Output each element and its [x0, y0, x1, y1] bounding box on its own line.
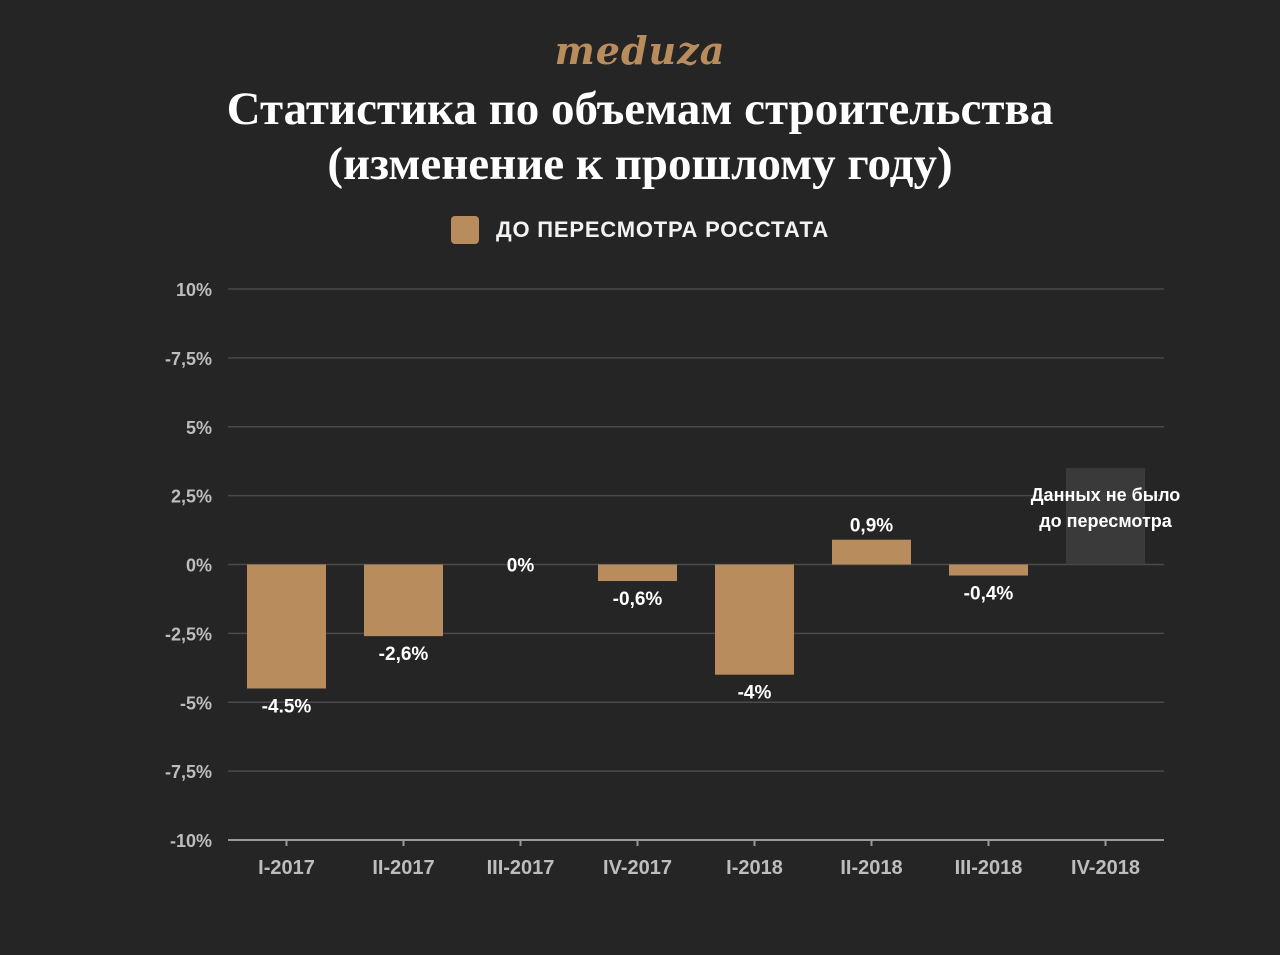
x-tick-label: III-2017 [487, 857, 555, 879]
bar [832, 539, 911, 565]
legend-label: ДО ПЕРЕСМОТРА РОССТАТА [495, 217, 830, 242]
data-label: 0% [507, 556, 535, 577]
no-data-placeholder [1066, 468, 1145, 565]
data-label: -4% [738, 683, 772, 704]
data-label: -2,6% [379, 644, 429, 665]
x-tick-label: II-2017 [372, 857, 434, 879]
x-tick-label: I-2018 [726, 857, 783, 879]
y-tick-label: 2,5% [171, 487, 212, 507]
data-label: -0,4% [964, 584, 1014, 605]
y-tick-label: 0% [186, 556, 212, 576]
x-tick-label: II-2018 [840, 857, 902, 879]
no-data-note: до пересмотра [1039, 511, 1173, 531]
chart-title: Статистика по объемам строительства (изм… [0, 82, 1280, 192]
y-tick-label: -7,5% [165, 349, 212, 369]
no-data-note: Данных не было [1031, 485, 1181, 505]
x-tick-label: IV-2018 [1071, 857, 1140, 879]
chart-title-line-2: (изменение к прошлому году) [327, 138, 953, 190]
meduza-logo: meduza [554, 28, 726, 73]
data-label: -0,6% [613, 589, 663, 610]
bar [598, 564, 677, 582]
x-tick-label: III-2018 [955, 857, 1023, 879]
y-tick-label: -2,5% [165, 624, 212, 644]
x-tick-label: I-2017 [258, 857, 315, 879]
y-tick-label: -7,5% [165, 762, 212, 782]
bar [364, 564, 443, 637]
chart-legend: ДО ПЕРЕСМОТРА РОССТАТА [0, 216, 1280, 244]
y-tick-label: -5% [180, 693, 212, 713]
bar [247, 564, 326, 689]
bar [949, 564, 1028, 576]
y-tick-label: 10% [176, 280, 212, 300]
legend-swatch [450, 216, 479, 244]
y-tick-label: -10% [170, 831, 212, 851]
data-label: 0,9% [850, 516, 893, 537]
bar [715, 564, 794, 675]
chart-title-line-1: Статистика по объемам строительства [226, 83, 1054, 135]
y-tick-label: 5% [186, 418, 212, 438]
data-label: -4.5% [262, 696, 312, 717]
x-tick-label: IV-2017 [603, 857, 672, 879]
